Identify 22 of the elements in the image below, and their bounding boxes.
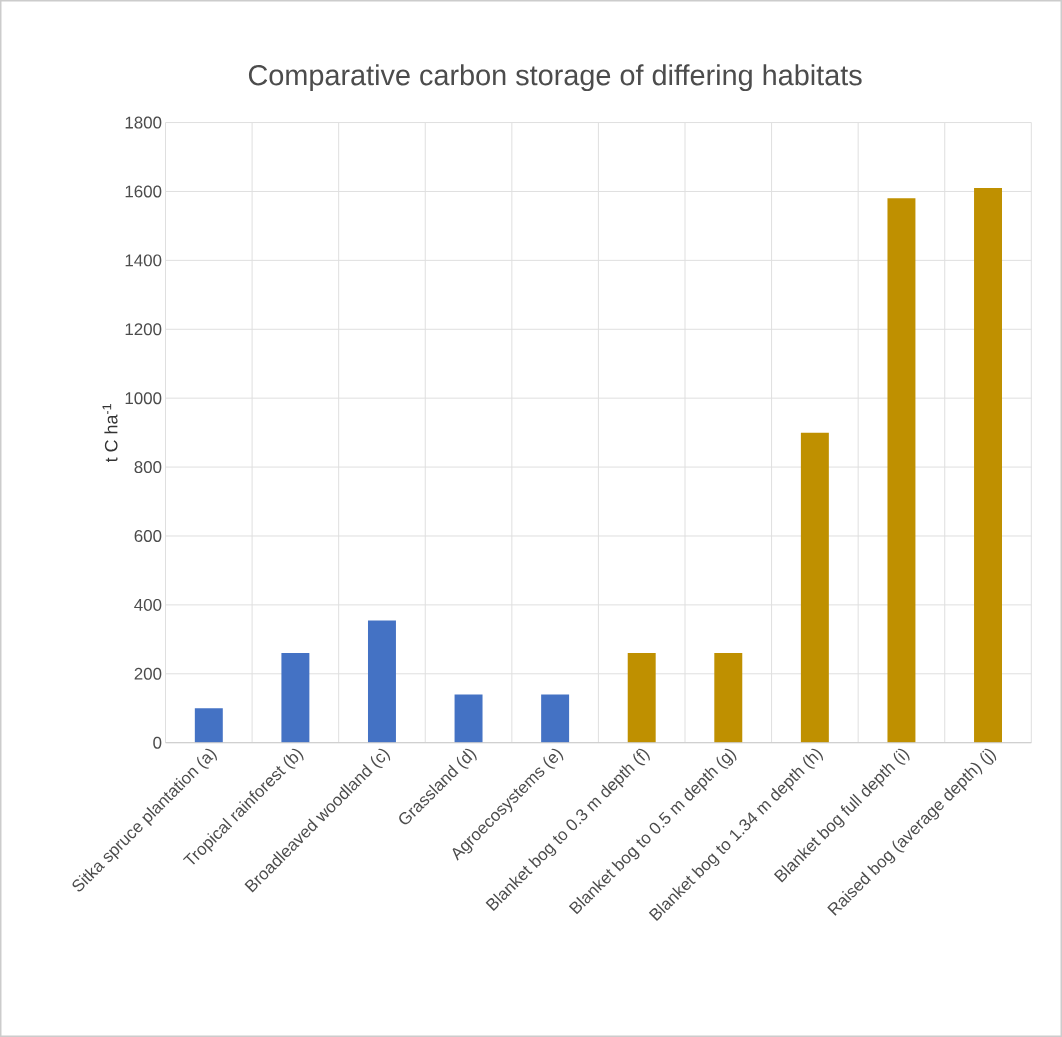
bar <box>627 653 656 743</box>
y-tick-label: 600 <box>134 529 162 542</box>
y-tick-label: 400 <box>134 598 162 611</box>
chart-title: Comparative carbon storage of differing habitats <box>248 64 862 92</box>
y-tick-label: 1000 <box>125 392 162 405</box>
y-tick-label: 1600 <box>125 185 162 198</box>
bar <box>454 694 483 743</box>
bar <box>714 653 743 743</box>
y-tick-label: 1800 <box>125 116 162 129</box>
bar <box>887 198 916 743</box>
bar <box>367 620 396 743</box>
y-tick-label: 1200 <box>125 323 162 336</box>
y-tick-label: 1400 <box>125 254 162 267</box>
bar <box>281 653 310 743</box>
y-axis-title: t C ha$^{-1}$ <box>102 404 118 463</box>
bar <box>800 432 829 743</box>
y-tick-label: 0 <box>153 736 162 749</box>
y-tick-label: 800 <box>134 461 162 474</box>
y-tick-label: 200 <box>134 667 162 680</box>
bar <box>194 708 223 743</box>
bar <box>541 694 570 743</box>
bar <box>974 188 1003 743</box>
